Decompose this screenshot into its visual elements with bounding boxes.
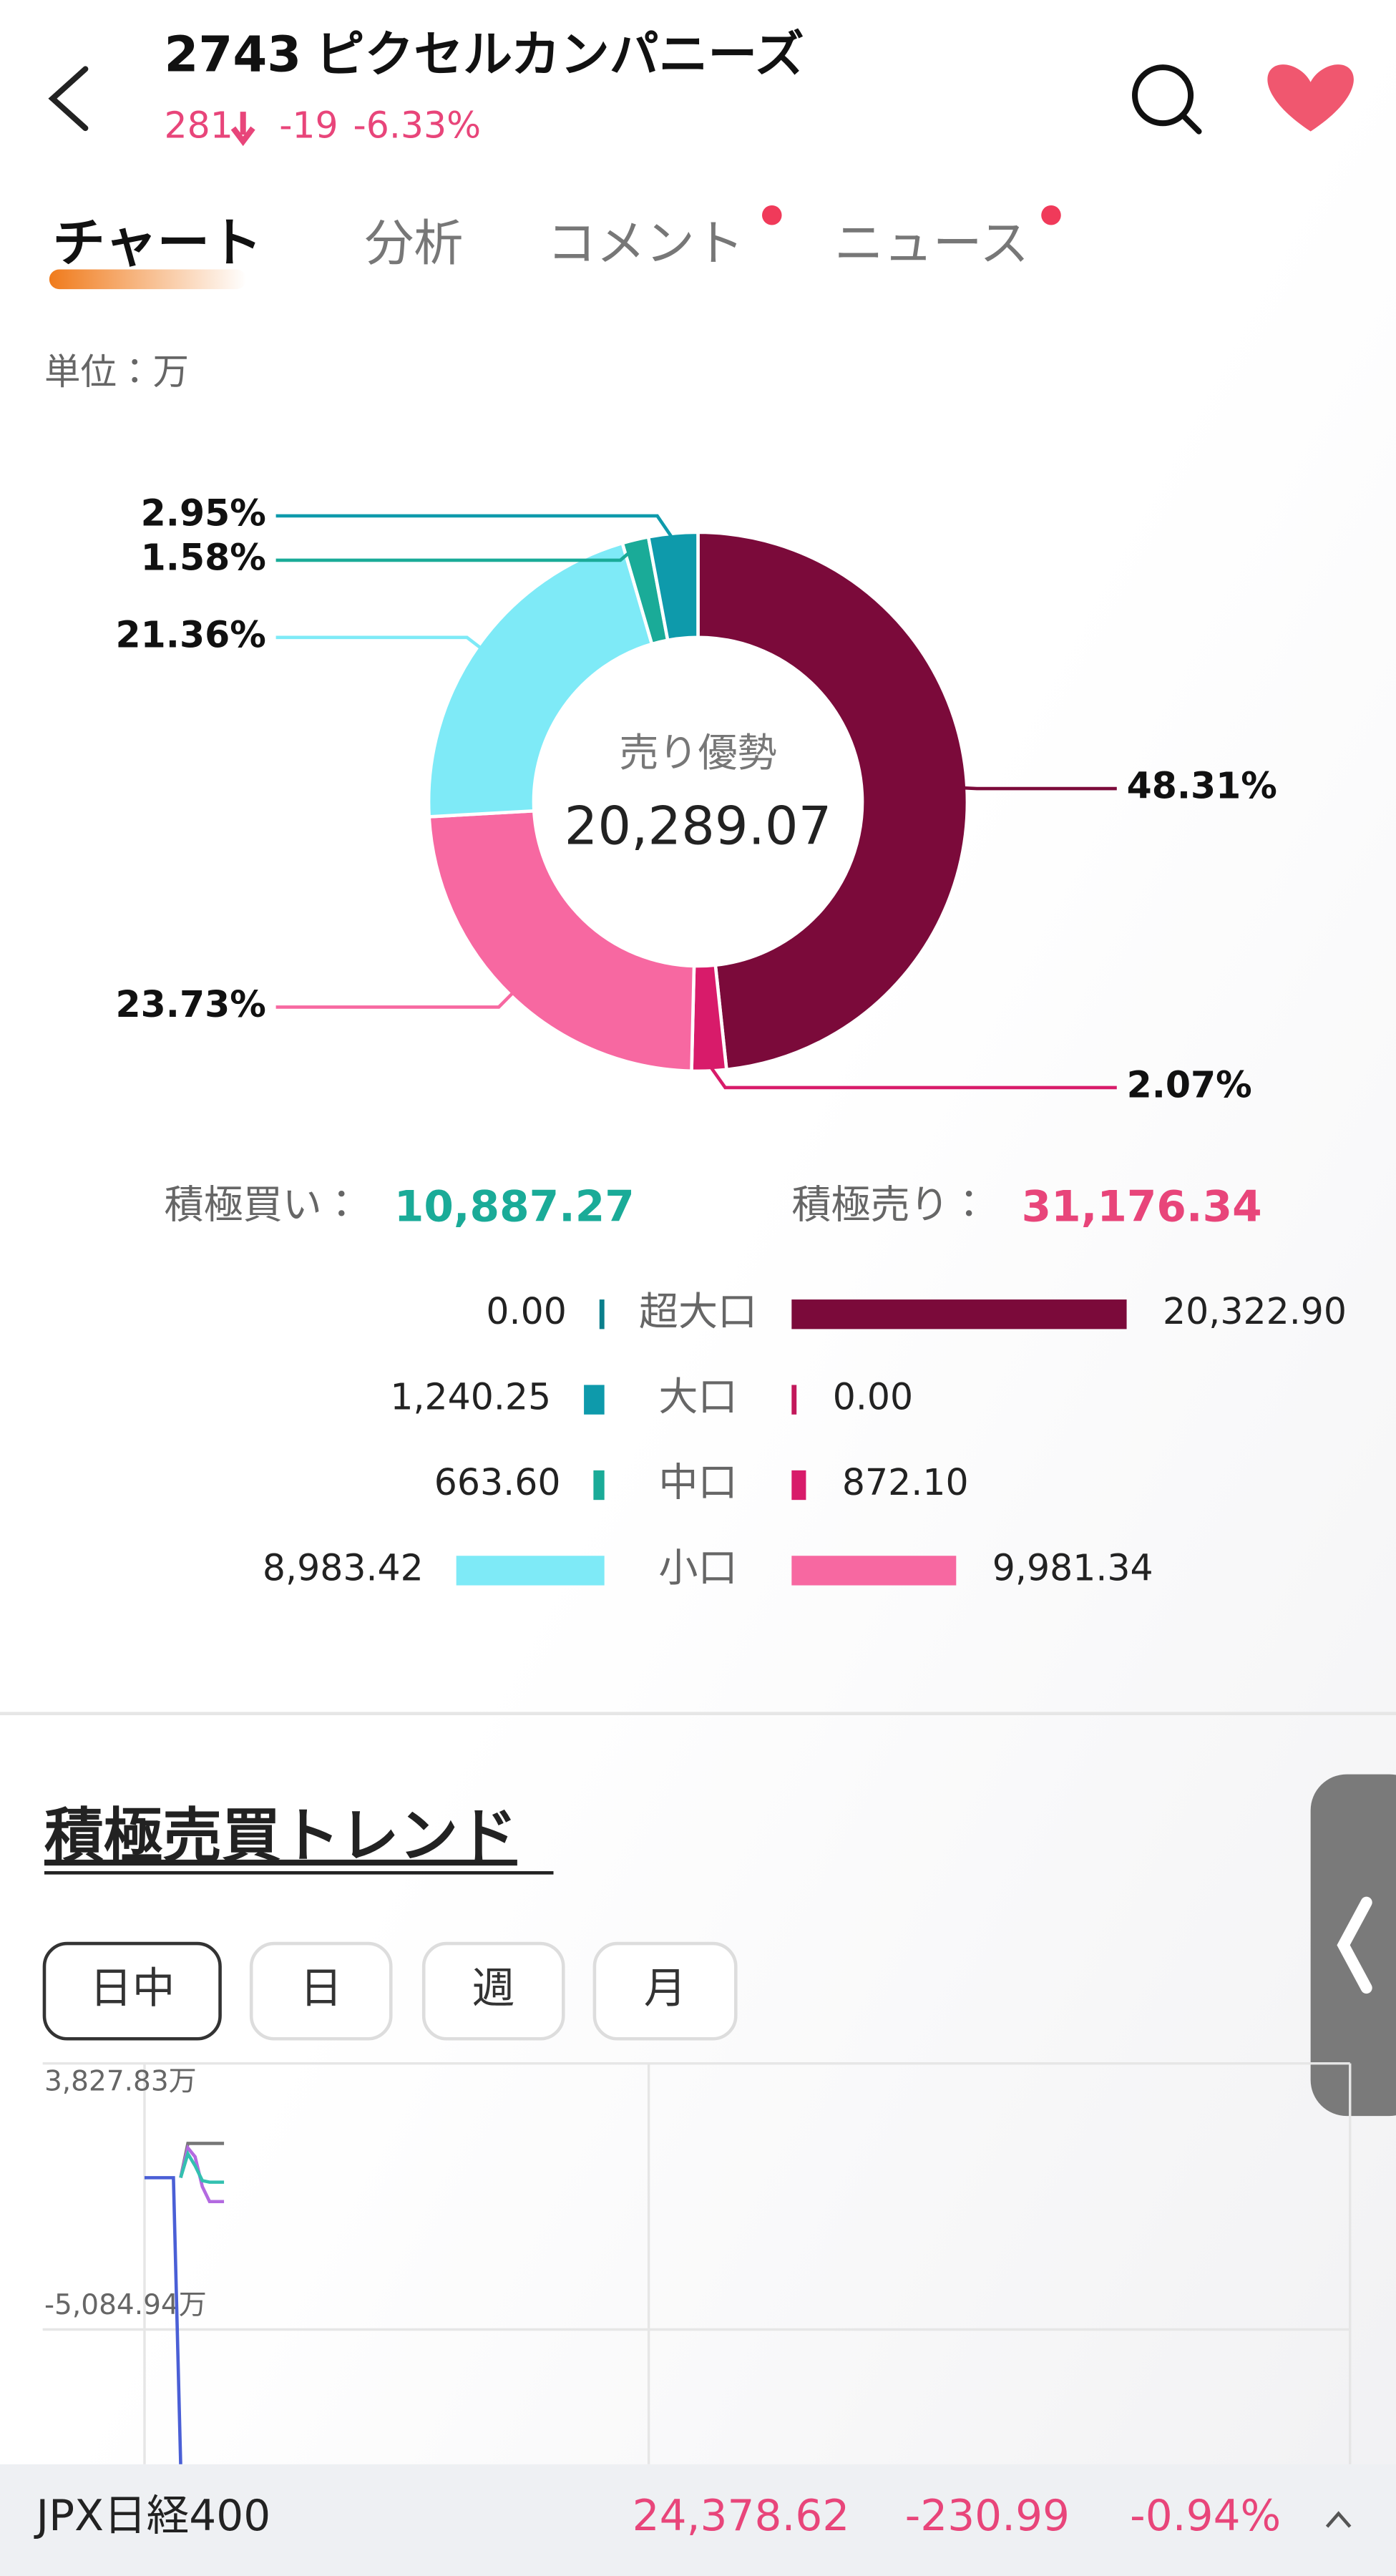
donut-center-value: 20,289.07 xyxy=(565,796,832,857)
search-button[interactable] xyxy=(1132,64,1202,135)
slice-label: 21.36% xyxy=(116,613,266,655)
leader-line xyxy=(275,545,638,562)
category-label: 小口 xyxy=(658,1545,737,1591)
buy-value-label: 8,983.42 xyxy=(263,1546,424,1589)
y-tick-label: 3,827.83万 xyxy=(44,2066,197,2098)
section-title: 積極売買トレンド xyxy=(44,1802,517,1870)
price-change: -19 xyxy=(279,104,338,147)
period-button[interactable] xyxy=(592,1941,738,2041)
ticker-name: JPX日経400 xyxy=(33,2492,270,2541)
category-label: 超大口 xyxy=(639,1289,757,1335)
badge-dot xyxy=(1041,205,1061,225)
period-button[interactable] xyxy=(42,1941,222,2041)
sell-label: 積極売り： xyxy=(791,1182,988,1228)
price: 281 xyxy=(165,104,233,147)
period-label: 月 xyxy=(644,1964,687,2014)
tab[interactable]: チャート xyxy=(52,213,262,273)
donut-slice xyxy=(696,530,970,1072)
donut-slice xyxy=(426,541,654,819)
sell-bar xyxy=(791,1385,797,1415)
drawer-chevron xyxy=(1337,1896,1372,1994)
category-label: 大口 xyxy=(658,1374,737,1420)
sell-bar xyxy=(791,1470,806,1501)
tab[interactable]: 分析 xyxy=(365,215,464,272)
tab-indicator xyxy=(49,269,247,290)
period-label: 日 xyxy=(300,1964,343,2014)
slice-label: 23.73% xyxy=(116,983,266,1025)
tab[interactable]: ニュース xyxy=(834,215,1029,272)
category-label: 中口 xyxy=(658,1460,737,1506)
period-button[interactable] xyxy=(249,1941,393,2041)
back-button[interactable] xyxy=(48,66,89,132)
y-tick-label: -5,084.94万 xyxy=(44,2289,207,2321)
ticker-change: -230.99 xyxy=(905,2492,1070,2541)
leader-line xyxy=(275,635,484,652)
sell-value-label: 20,322.90 xyxy=(1163,1290,1347,1332)
buy-bar xyxy=(593,1470,605,1501)
price-change-pct: -6.33% xyxy=(353,104,481,147)
ticker-change-pct: -0.94% xyxy=(1130,2492,1281,2541)
sell-value-label: 0.00 xyxy=(833,1376,913,1418)
period-button[interactable] xyxy=(421,1941,565,2041)
ticker-bar[interactable] xyxy=(0,2464,1396,2576)
sell-value: 31,176.34 xyxy=(1022,1182,1262,1231)
sell-bar xyxy=(791,1556,957,1586)
buy-value-label: 1,240.25 xyxy=(390,1376,551,1418)
slice-label: 1.58% xyxy=(141,536,266,578)
tab[interactable]: コメント xyxy=(547,215,743,272)
buy-bar xyxy=(599,1299,605,1330)
period-label: 週 xyxy=(472,1964,515,2014)
donut-slice xyxy=(646,530,700,643)
buy-bar xyxy=(584,1385,605,1415)
donut-center-label: 売り優勢 xyxy=(619,730,776,776)
trend-line xyxy=(144,2176,182,2464)
buy-value-label: 663.60 xyxy=(434,1461,561,1503)
slice-label: 48.31% xyxy=(1127,765,1277,807)
leader-line xyxy=(960,786,1117,791)
leader-line xyxy=(275,514,675,541)
buy-value-label: 0.00 xyxy=(486,1290,566,1332)
trend-line xyxy=(179,2144,225,2204)
trend-line xyxy=(179,2150,225,2184)
buy-bar xyxy=(456,1556,605,1586)
trend-line xyxy=(179,2142,225,2178)
buy-value: 10,887.27 xyxy=(394,1182,635,1231)
period-label: 日中 xyxy=(89,1964,175,2014)
favorite-button[interactable] xyxy=(1267,64,1354,132)
side-drawer-handle[interactable] xyxy=(1310,1774,1396,2117)
ticker-value: 24,378.62 xyxy=(633,2492,850,2541)
slice-label: 2.07% xyxy=(1127,1063,1252,1106)
sell-value-label: 9,981.34 xyxy=(992,1546,1153,1589)
ticker-expand[interactable] xyxy=(1325,2511,1352,2528)
buy-label: 積極買い： xyxy=(165,1182,361,1228)
stock-name: ピクセルカンパニーズ xyxy=(316,26,804,83)
leader-line xyxy=(275,989,517,1009)
unit-label: 単位：万 xyxy=(44,351,189,393)
stock-code: 2743 xyxy=(165,26,302,83)
leader-line xyxy=(707,1063,1117,1090)
slice-label: 2.95% xyxy=(141,492,266,534)
sell-value-label: 872.10 xyxy=(842,1461,969,1503)
donut-slice xyxy=(427,809,696,1073)
down-arrow xyxy=(230,112,255,147)
sell-bar xyxy=(791,1299,1127,1330)
badge-dot xyxy=(762,205,782,225)
